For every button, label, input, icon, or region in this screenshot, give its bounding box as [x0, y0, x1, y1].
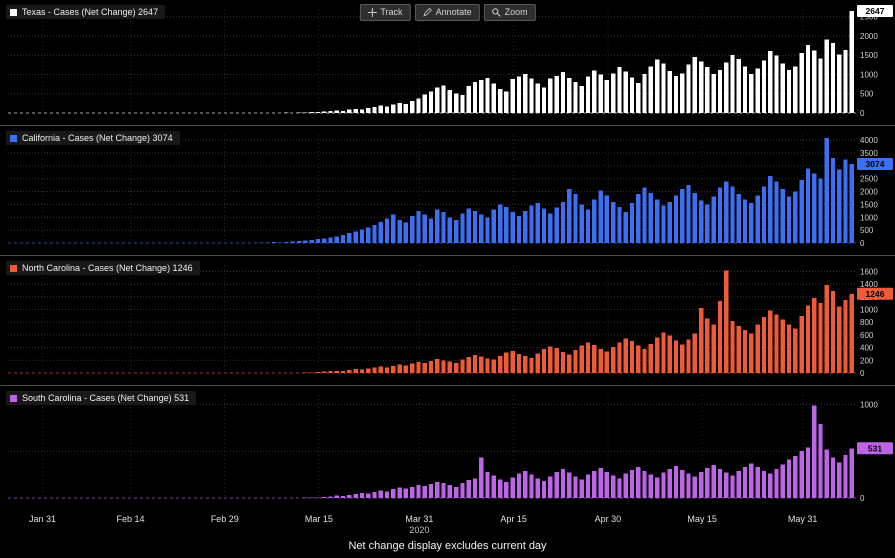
series-swatch — [10, 265, 17, 272]
annotate-button-label: Annotate — [436, 6, 472, 19]
x-axis-label: May 15 — [687, 514, 717, 524]
x-axis-label: Mar 15 — [305, 514, 333, 524]
y-tick-label: 2000 — [860, 188, 878, 197]
legend[interactable]: South Carolina - Cases (Net Change) 531 — [6, 391, 196, 405]
svg-text:2647: 2647 — [866, 6, 885, 16]
california-bars-canvas: 050010001500200025003000350040003074 — [0, 126, 895, 256]
track-crosshair-icon — [367, 8, 376, 17]
x-axis-label: May 31 — [788, 514, 818, 524]
x-axis-label: Feb 29 — [211, 514, 239, 524]
y-tick-label: 200 — [860, 356, 874, 365]
series-label: Texas - Cases (Net Change) 2647 — [22, 7, 158, 17]
texas-last-value-badge: 2647 — [857, 5, 893, 17]
north-carolina-last-value-badge: 1246 — [857, 288, 893, 300]
y-tick-label: 2000 — [860, 32, 878, 41]
y-tick-label: 4000 — [860, 136, 878, 145]
panel-california: California - Cases (Net Change) 3074 0 50… — [0, 126, 895, 256]
y-tick-label: 3500 — [860, 149, 878, 158]
north-carolina-bars-canvas: 020040060080010001200140016001246 — [0, 256, 895, 386]
panel-south-carolina: South Carolina - Cases (Net Change) 531 … — [0, 386, 895, 511]
y-tick-label: 1500 — [860, 200, 878, 209]
svg-text:531: 531 — [868, 443, 882, 453]
x-axis-year-label: 2020 — [409, 525, 429, 535]
y-tick-label: 1000 — [860, 71, 878, 80]
zoom-magnifier-icon — [492, 8, 501, 17]
x-axis-label: Jan 31 — [29, 514, 56, 524]
y-tick-label: 0 — [860, 494, 865, 503]
legend[interactable]: Texas - Cases (Net Change) 2647 — [6, 5, 165, 19]
x-axis-label: Apr 15 — [500, 514, 527, 524]
series-label: North Carolina - Cases (Net Change) 1246 — [22, 263, 193, 273]
y-tick-label: 500 — [860, 226, 874, 235]
y-tick-label: 500 — [860, 90, 874, 99]
y-tick-label: 0 — [860, 239, 865, 248]
zoom-button[interactable]: Zoom — [484, 4, 536, 21]
chart-toolbar: Track Annotate Zoom — [359, 4, 535, 21]
x-axis: 2020 Jan 31 Feb 14 Feb 29 Mar 15 Mar 31 Apr 1… — [0, 511, 895, 537]
x-axis-label: Apr 30 — [595, 514, 622, 524]
series-swatch — [10, 9, 17, 16]
y-tick-label: 1000 — [860, 306, 878, 315]
series-label: California - Cases (Net Change) 3074 — [22, 133, 173, 143]
panel-north-carolina: North Carolina - Cases (Net Change) 1246… — [0, 256, 895, 386]
y-tick-label: 800 — [860, 318, 874, 327]
y-tick-label: 2500 — [860, 175, 878, 184]
track-button[interactable]: Track — [359, 4, 410, 21]
annotate-button[interactable]: Annotate — [415, 4, 480, 21]
series-swatch — [10, 395, 17, 402]
california-last-value-badge: 3074 — [857, 158, 893, 170]
legend[interactable]: California - Cases (Net Change) 3074 — [6, 131, 180, 145]
y-tick-label: 400 — [860, 344, 874, 353]
y-tick-label: 1000 — [860, 213, 878, 222]
y-tick-label: 1000 — [860, 400, 878, 409]
y-tick-label: 1400 — [860, 280, 878, 289]
x-axis-label: Feb 14 — [116, 514, 144, 524]
svg-text:1246: 1246 — [866, 289, 885, 299]
south-carolina-last-value-badge: 531 — [857, 442, 893, 454]
y-tick-label: 0 — [860, 369, 865, 378]
footnote: Net change display excludes current day — [0, 537, 895, 552]
legend[interactable]: North Carolina - Cases (Net Change) 1246 — [6, 261, 200, 275]
annotate-pencil-icon — [423, 8, 432, 17]
y-tick-label: 1600 — [860, 267, 878, 276]
y-tick-label: 600 — [860, 331, 874, 340]
series-label: South Carolina - Cases (Net Change) 531 — [22, 393, 189, 403]
series-swatch — [10, 135, 17, 142]
x-axis-label: Mar 31 — [405, 514, 433, 524]
svg-text:3074: 3074 — [866, 159, 885, 169]
zoom-button-label: Zoom — [505, 6, 528, 19]
y-tick-label: 1500 — [860, 51, 878, 60]
y-tick-label: 0 — [860, 109, 865, 118]
track-button-label: Track — [380, 6, 402, 19]
